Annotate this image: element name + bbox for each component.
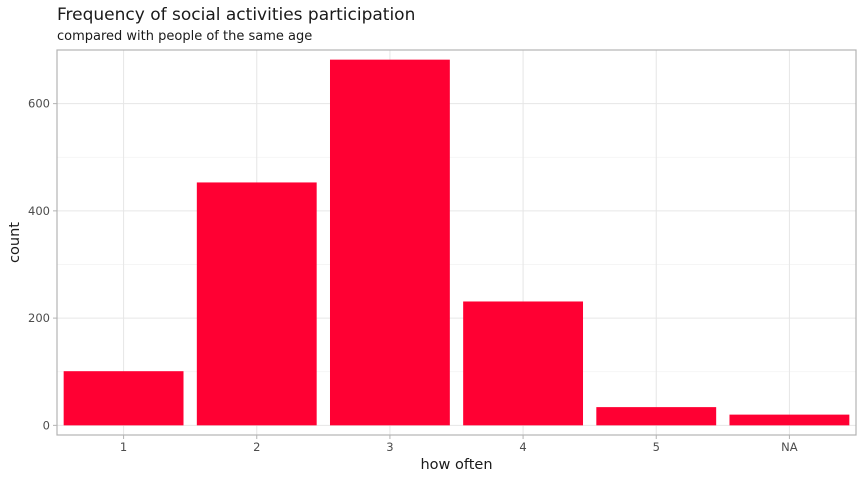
y-tick-label: 400 — [28, 204, 50, 218]
bar-1 — [63, 371, 184, 426]
y-tick-label: 600 — [28, 97, 50, 111]
x-tick-label: 5 — [653, 440, 660, 454]
bar-2 — [196, 182, 317, 426]
bar-NA — [729, 414, 850, 426]
chart-subtitle: compared with people of the same age — [57, 29, 312, 44]
x-tick-label: 3 — [386, 440, 393, 454]
x-tick-label: 1 — [120, 440, 127, 454]
chart-title: Frequency of social activities participa… — [57, 5, 415, 25]
bar-3 — [329, 59, 450, 426]
bar-layer — [63, 59, 850, 426]
x-axis-title: how often — [420, 457, 492, 473]
y-tick-label: 0 — [43, 418, 50, 432]
x-tick-label: 4 — [519, 440, 526, 454]
panel-border — [56, 49, 857, 436]
bar-4 — [463, 301, 584, 426]
x-tick-label: 2 — [253, 440, 260, 454]
grid-layer — [57, 50, 856, 435]
y-axis-title: count — [7, 222, 23, 263]
axis-layer: 0 200 400 600 1 2 3 4 5 NA — [28, 97, 798, 454]
y-tick-label: 200 — [28, 311, 50, 325]
bar-5 — [596, 407, 717, 426]
x-tick-label: NA — [781, 440, 798, 454]
